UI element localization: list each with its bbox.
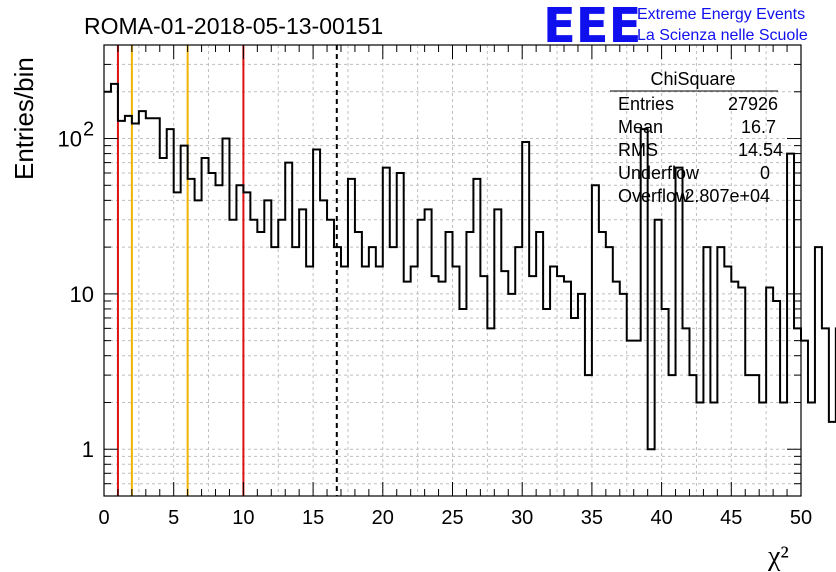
stats-title: ChiSquare [650,69,735,89]
histogram-line [104,82,836,451]
run-title: ROMA-01-2018-05-13-00151 [84,13,383,39]
stats-label-entries: Entries [618,94,674,114]
reference-lines [116,45,338,496]
stats-value-overflow: 2.807e+04 [684,186,770,206]
x-tick-labels: 0 5 10 15 20 25 30 35 40 45 50 [98,507,812,529]
stats-label-mean: Mean [618,117,663,137]
x-tick-label: 0 [98,507,109,529]
x-tick-label: 15 [302,507,324,529]
x-axis-label: χ² [767,541,789,572]
stats-box: ChiSquare Entries 27926 Mean 16.7 RMS 14… [610,69,783,206]
stats-value-entries: 27926 [728,94,778,114]
x-tick-label: 50 [790,507,812,529]
stats-value-rms: 14.54 [738,140,783,160]
y-tick-label: 1 [82,437,94,462]
y-tick-exponent: 2 [83,119,94,141]
x-tick-label: 40 [650,507,672,529]
x-tick-label: 30 [511,507,533,529]
x-tick-label: 20 [372,507,394,529]
x-tick-label: 10 [232,507,254,529]
stats-label-rms: RMS [618,140,658,160]
grid-lines [104,45,801,496]
y-axis-label: Entries/bin [9,57,39,180]
stats-value-mean: 16.7 [741,117,776,137]
x-tick-label: 45 [720,507,742,529]
logo-line-2: La Scienza nelle Scuole [637,27,808,44]
eee-logo: EEE Extreme Energy Events La Scienza nel… [543,0,808,54]
x-tick-label: 35 [581,507,603,529]
y-tick-label: 10 [58,127,82,152]
logo-line-1: Extreme Energy Events [637,6,805,23]
axis-ticks [103,44,802,497]
x-tick-label: 25 [441,507,463,529]
stats-label-overflow: Overflow [618,186,690,206]
y-tick-label: 10 [70,282,94,307]
stats-label-underflow: Underflow [618,163,700,183]
stats-value-underflow: 0 [760,163,770,183]
x-tick-label: 5 [168,507,179,529]
